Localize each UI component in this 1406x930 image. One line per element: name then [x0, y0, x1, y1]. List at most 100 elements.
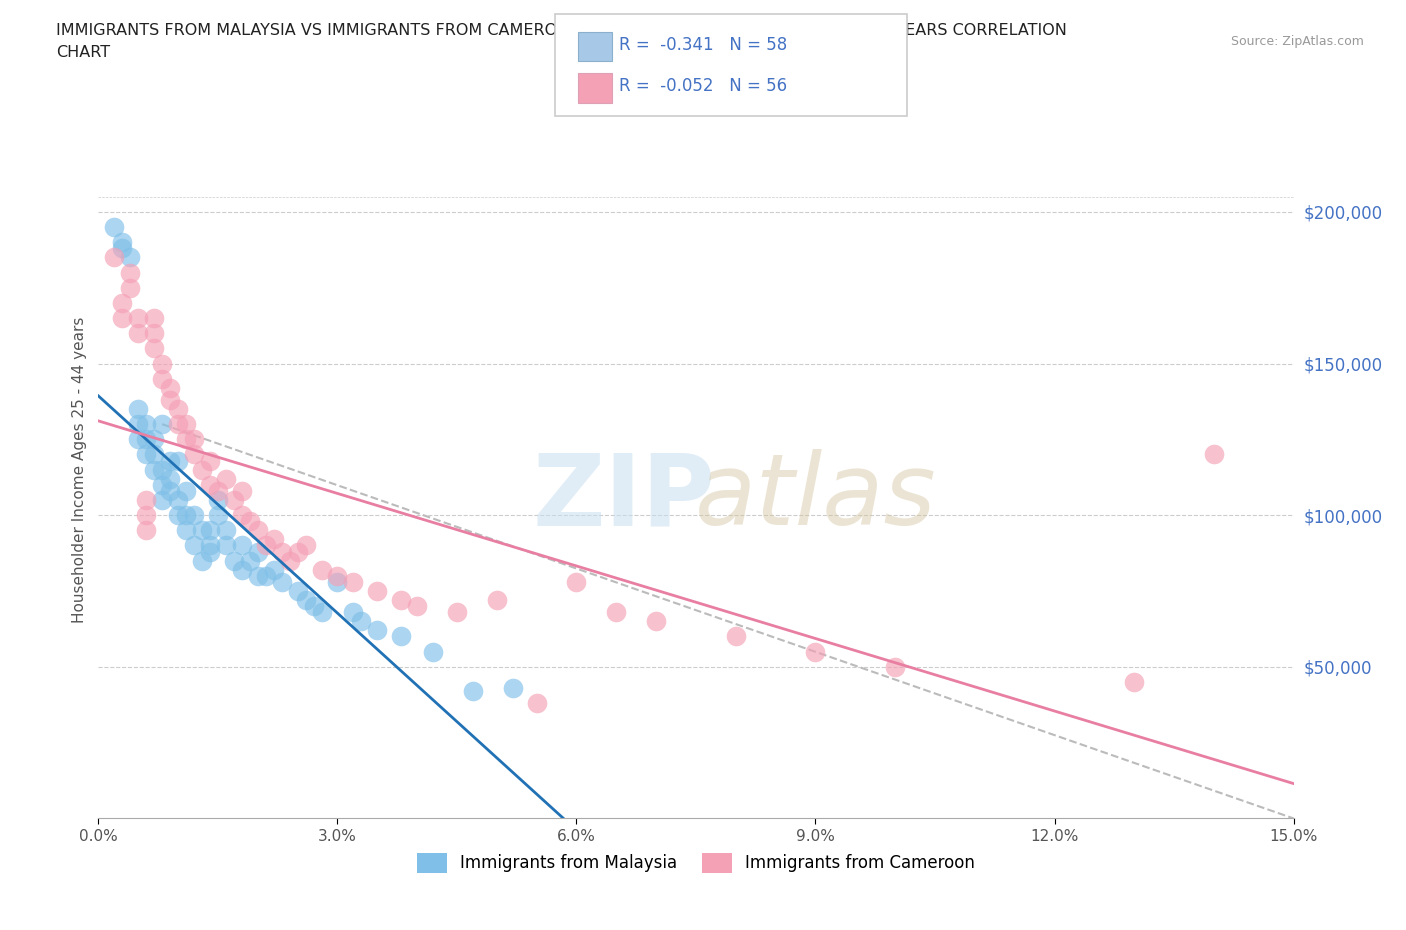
Point	[342, 575, 364, 590]
Point	[127, 326, 149, 340]
Point	[135, 493, 157, 508]
Point	[174, 432, 197, 446]
Point	[150, 356, 173, 371]
Point	[143, 311, 166, 325]
Point	[183, 538, 205, 553]
Point	[183, 432, 205, 446]
Point	[1202, 447, 1225, 462]
Point	[294, 538, 316, 553]
Text: R =  -0.052   N = 56: R = -0.052 N = 56	[619, 77, 787, 96]
Point	[143, 326, 166, 340]
Point	[326, 568, 349, 583]
Text: IMMIGRANTS FROM MALAYSIA VS IMMIGRANTS FROM CAMEROON HOUSEHOLDER INCOME AGES 25 : IMMIGRANTS FROM MALAYSIA VS IMMIGRANTS F…	[56, 23, 1067, 38]
Point	[287, 583, 309, 598]
Point	[207, 493, 229, 508]
Point	[167, 508, 190, 523]
Point	[198, 523, 221, 538]
Point	[526, 696, 548, 711]
Point	[120, 250, 142, 265]
Point	[446, 604, 468, 619]
Point	[342, 604, 364, 619]
Point	[127, 311, 149, 325]
Point	[254, 538, 277, 553]
Point	[278, 553, 301, 568]
Point	[485, 592, 508, 607]
Point	[174, 508, 197, 523]
Point	[207, 484, 229, 498]
Point	[239, 553, 262, 568]
Point	[366, 623, 388, 638]
Point	[302, 599, 325, 614]
Point	[231, 484, 253, 498]
Point	[167, 417, 190, 432]
Point	[183, 508, 205, 523]
Point	[207, 508, 229, 523]
Point	[246, 544, 269, 559]
Point	[127, 417, 149, 432]
Point	[103, 250, 125, 265]
Point	[183, 447, 205, 462]
Point	[150, 462, 173, 477]
Point	[270, 544, 292, 559]
Point	[263, 563, 285, 578]
Point	[111, 241, 134, 256]
Point	[135, 447, 157, 462]
Point	[326, 575, 349, 590]
Point	[191, 462, 214, 477]
Point	[167, 453, 190, 468]
Point	[231, 508, 253, 523]
Point	[215, 523, 238, 538]
Point	[198, 453, 221, 468]
Point	[150, 371, 173, 386]
Point	[143, 341, 166, 356]
Point	[263, 532, 285, 547]
Point	[605, 604, 627, 619]
Point	[366, 583, 388, 598]
Point	[191, 523, 214, 538]
Point	[174, 523, 197, 538]
Point	[120, 280, 142, 295]
Point	[167, 493, 190, 508]
Point	[231, 538, 253, 553]
Point	[198, 544, 221, 559]
Point	[350, 614, 373, 629]
Point	[389, 592, 412, 607]
Text: R =  -0.341   N = 58: R = -0.341 N = 58	[619, 35, 787, 54]
Text: CHART: CHART	[56, 45, 110, 60]
Point	[1123, 674, 1146, 689]
Point	[246, 523, 269, 538]
Point	[406, 599, 429, 614]
Point	[422, 644, 444, 659]
Point	[120, 265, 142, 280]
Point	[222, 553, 245, 568]
Point	[159, 453, 181, 468]
Point	[135, 523, 157, 538]
Point	[215, 472, 238, 486]
Point	[174, 417, 197, 432]
Point	[724, 629, 747, 644]
Point	[461, 684, 484, 698]
Point	[135, 508, 157, 523]
Point	[254, 568, 277, 583]
Point	[111, 296, 134, 311]
Point	[804, 644, 827, 659]
Point	[270, 575, 292, 590]
Point	[222, 493, 245, 508]
Y-axis label: Householder Income Ages 25 - 44 years: Householder Income Ages 25 - 44 years	[72, 316, 87, 623]
Point	[502, 681, 524, 696]
Point	[135, 417, 157, 432]
Point	[311, 563, 333, 578]
Point	[111, 311, 134, 325]
Point	[565, 575, 588, 590]
Point	[294, 592, 316, 607]
Point	[103, 219, 125, 234]
Point	[191, 553, 214, 568]
Point	[884, 659, 907, 674]
Point	[159, 380, 181, 395]
Point	[231, 563, 253, 578]
Text: atlas: atlas	[695, 449, 936, 546]
Text: Source: ZipAtlas.com: Source: ZipAtlas.com	[1230, 35, 1364, 48]
Point	[127, 402, 149, 417]
Point	[311, 604, 333, 619]
Point	[135, 432, 157, 446]
